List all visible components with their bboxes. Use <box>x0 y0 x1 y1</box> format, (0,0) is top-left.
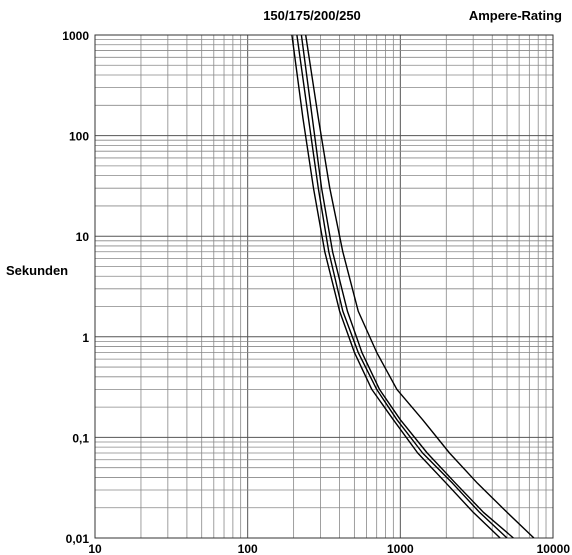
grid <box>94 34 554 539</box>
series-line-3 <box>300 35 514 538</box>
chart-title: 150/175/200/250 <box>263 8 361 23</box>
y-tick-label: 0,01 <box>66 532 90 546</box>
y-tick-label: 1 <box>82 331 89 345</box>
y-tick-label: 1000 <box>62 29 89 43</box>
x-tick-label: 100 <box>238 542 258 555</box>
plot-frame <box>94 34 554 539</box>
curves <box>291 35 535 538</box>
y-tick-label: 0,1 <box>72 431 89 445</box>
series-line-2 <box>296 35 508 538</box>
rating-label: Ampere-Rating <box>469 8 562 23</box>
x-tick-label: 10000 <box>537 542 571 555</box>
x-tick-label: 10 <box>88 542 102 555</box>
y-tick-label: 100 <box>69 130 89 144</box>
x-tick-label: 1000 <box>387 542 414 555</box>
y-axis-label: Sekunden <box>6 263 68 278</box>
y-tick-label: 10 <box>76 230 90 244</box>
series-line-1 <box>291 35 501 538</box>
series-line-4 <box>305 35 535 538</box>
